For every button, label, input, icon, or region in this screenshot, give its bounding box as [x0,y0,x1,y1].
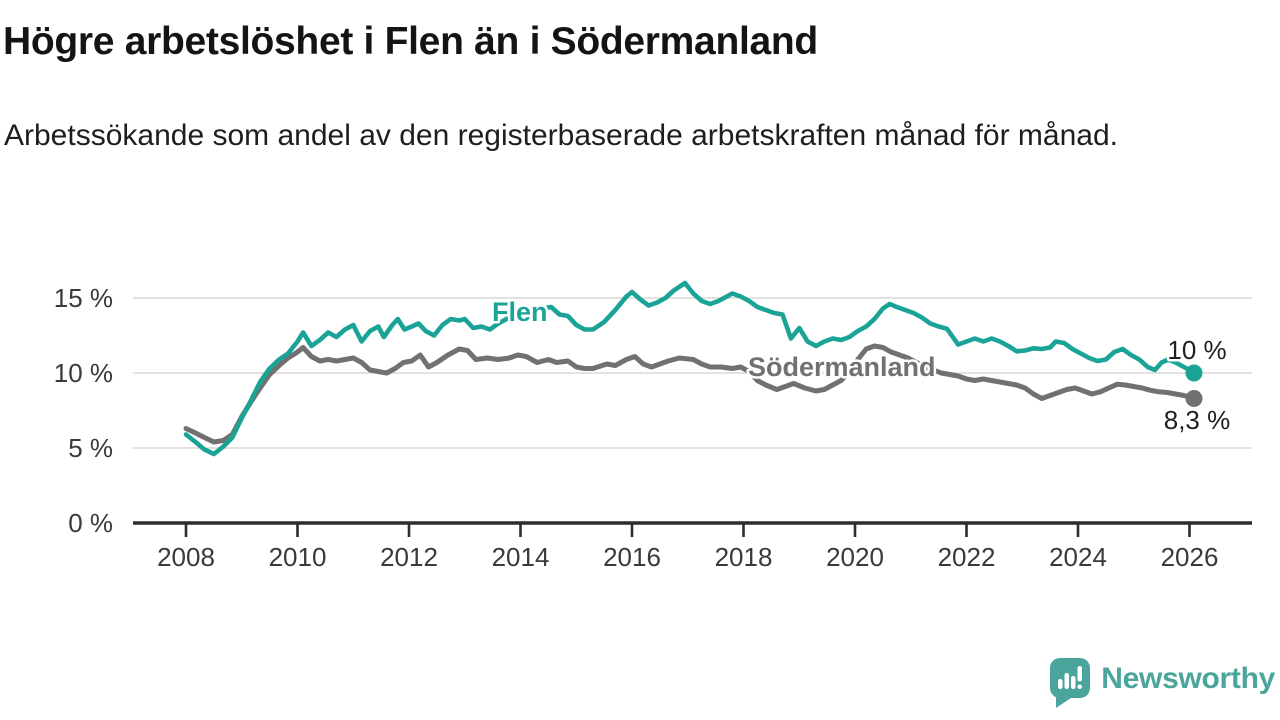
x-tick-label-2022: 2022 [938,542,996,572]
sodermanland-end-dot [1185,390,1203,407]
x-tick-label-2016: 2016 [603,542,661,572]
sodermanland-end-value-label: 8,3 % [1164,405,1231,435]
sodermanland-series-label: Södermanland [748,352,936,382]
x-tick-label-2020: 2020 [826,542,884,572]
x-axis [133,521,1252,537]
logo-bar-3 [1071,676,1076,689]
y-tick-label-0: 0 % [68,508,113,538]
x-tick-label-2010: 2010 [269,542,327,572]
x-tick-label-2014: 2014 [492,542,550,572]
flen-series-label: Flen [492,297,548,327]
x-tick-label-2024: 2024 [1049,542,1107,572]
y-tick-label-10: 10 % [54,358,113,388]
flen-line [183,280,1197,457]
page-subtitle: Arbetssökande som andel av den registerb… [4,119,1118,152]
x-tick-label-2018: 2018 [715,542,773,572]
sodermanland-line [183,343,1197,445]
y-tick-label-15: 15 % [54,283,113,313]
gridlines [133,297,1252,449]
x-tick-label-2026: 2026 [1161,542,1219,572]
logo-exclamation-bar [1077,666,1083,682]
x-tick-label-2008: 2008 [157,542,215,572]
logo-exclamation-dot [1077,684,1083,689]
newsworthy-logo-icon [1050,658,1091,708]
y-tick-labels: 0 % 5 % 10 % 15 % [54,283,113,538]
x-tick-label-2012: 2012 [380,542,438,572]
page-title: Högre arbetslöshet i Flen än i Södermanl… [3,20,818,63]
newsworthy-branding: Newsworthy [1047,656,1275,710]
flen-end-value-label: 10 % [1167,335,1226,365]
x-tick-labels: 2008 2010 2012 2014 2016 2018 2020 2022 … [157,542,1218,572]
newsworthy-logo-text: Newsworthy [1101,662,1275,695]
logo-bar-1 [1058,679,1063,689]
y-tick-label-5: 5 % [68,433,113,463]
flen-end-dot [1185,364,1203,382]
logo-bar-2 [1064,673,1070,689]
